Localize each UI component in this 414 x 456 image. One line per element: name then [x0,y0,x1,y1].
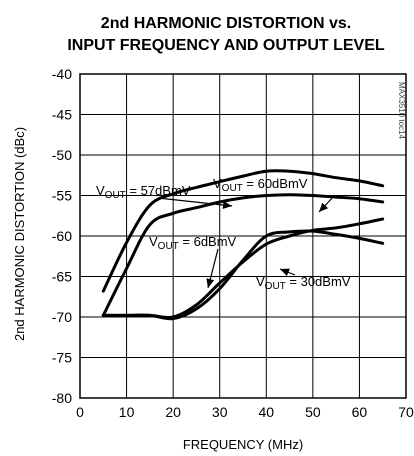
y-tick-label: -70 [52,309,72,325]
y-tick-label: -50 [52,147,72,163]
svg-text:VOUT = 6dBmV: VOUT = 6dBmV [149,234,237,252]
y-axis-label: 2nd HARMONIC DISTORTION (dBc) [12,127,27,341]
x-axis-label: FREQUENCY (MHz) [183,437,303,452]
svg-text:VOUT = 30dBmV: VOUT = 30dBmV [256,274,351,292]
x-tick-label: 50 [305,404,321,420]
x-tick-label: 20 [165,404,181,420]
annotation-arrow-4 [279,268,296,277]
annotation-arrow-3 [206,248,219,289]
y-tick-label: -40 [52,66,72,82]
x-tick-label: 70 [398,404,414,420]
svg-text:VOUT = 60dBmV: VOUT = 60dBmV [213,176,308,194]
y-tick-label: -55 [52,188,72,204]
x-tick-label: 40 [258,404,274,420]
series-line-2 [101,193,385,317]
x-tick-label: 10 [119,404,135,420]
tick-labels: 0 10 20 30 40 50 60 70 -40 -45 -50 -55 -60 -65 -70 -75 -… [52,66,414,420]
annotation-arrows [157,194,336,289]
annotations: VOUT = 60dBmV VOUT = 57dBmV VOUT = 6dBmV VO… [96,176,351,292]
chart-title-line-2: INPUT FREQUENCY AND OUTPUT LEVEL [67,37,385,54]
svg-text:VOUT = 57dBmV: VOUT = 57dBmV [96,183,191,201]
y-tick-label: -75 [52,350,72,366]
series-label-4: VOUT = 30dBmV [256,274,351,292]
annotation-arrow-1 [318,194,336,213]
plot-frame [79,73,407,399]
y-tick-label: -65 [52,269,72,285]
series-lines [101,169,385,321]
x-tick-label: 0 [76,404,84,420]
watermark: MAX3510 toc14 [397,82,406,139]
series-line-4 [101,229,385,321]
chart-title-line-1: 2nd HARMONIC DISTORTION vs. [101,15,351,32]
series-line-1 [101,169,385,293]
y-tick-label: -60 [52,228,72,244]
annotation-arrow-2 [157,197,233,210]
x-tick-label: 60 [352,404,368,420]
series-label-2: VOUT = 57dBmV [96,183,191,201]
y-tick-label: -80 [52,390,72,406]
series-label-1: VOUT = 60dBmV [213,176,308,194]
x-tick-label: 30 [212,404,228,420]
series-label-3: VOUT = 6dBmV [149,234,237,252]
y-tick-label: -45 [52,107,72,123]
